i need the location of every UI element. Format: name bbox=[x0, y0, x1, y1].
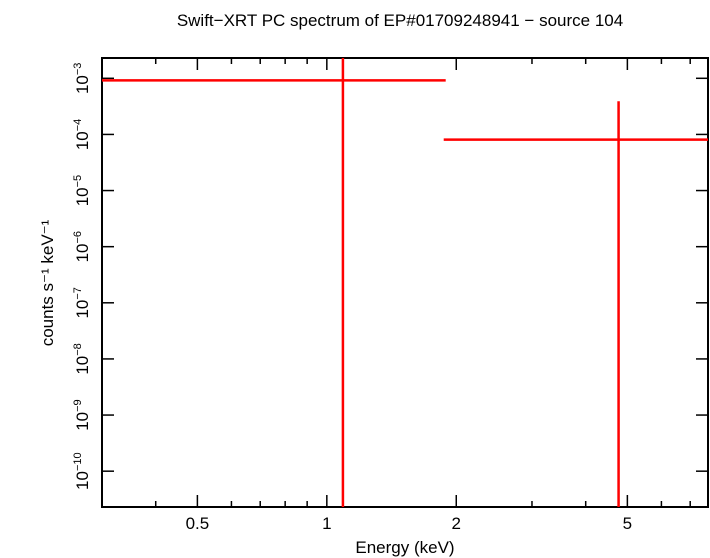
y-tick-base: 10 bbox=[73, 243, 92, 262]
y-axis-label: counts s⁻¹ keV⁻¹ bbox=[38, 219, 57, 346]
x-tick-label: 0.5 bbox=[186, 514, 210, 533]
plot-frame bbox=[101, 57, 709, 508]
y-tick-label: 10−3 bbox=[72, 63, 92, 94]
y-tick-base: 10 bbox=[73, 356, 92, 375]
y-tick-base: 10 bbox=[73, 131, 92, 150]
y-tick-label: 10−5 bbox=[72, 175, 92, 206]
x-tick-label: 5 bbox=[623, 514, 632, 533]
y-tick-exponent: −9 bbox=[72, 399, 84, 412]
y-tick-base: 10 bbox=[73, 187, 92, 206]
y-tick-exponent: −7 bbox=[72, 287, 84, 300]
x-axis-label: Energy (keV) bbox=[355, 538, 454, 557]
y-tick-exponent: −4 bbox=[72, 119, 84, 132]
y-tick-base: 10 bbox=[73, 75, 92, 94]
y-tick-exponent: −6 bbox=[72, 231, 84, 244]
y-tick-exponent: −10 bbox=[72, 452, 84, 471]
y-tick-label: 10−6 bbox=[72, 231, 92, 262]
y-tick-label: 10−8 bbox=[72, 343, 92, 374]
y-tick-label: 10−4 bbox=[72, 119, 92, 150]
y-tick-label: 10−7 bbox=[72, 287, 92, 318]
y-tick-label: 10−10 bbox=[72, 452, 92, 490]
x-tick-label: 1 bbox=[322, 514, 331, 533]
y-tick-label: 10−9 bbox=[72, 399, 92, 430]
y-tick-exponent: −8 bbox=[72, 343, 84, 356]
y-tick-base: 10 bbox=[73, 412, 92, 431]
y-tick-base: 10 bbox=[73, 300, 92, 319]
x-tick-label: 2 bbox=[452, 514, 461, 533]
chart-title: Swift−XRT PC spectrum of EP#01709248941 … bbox=[177, 11, 623, 30]
y-tick-exponent: −5 bbox=[72, 175, 84, 188]
y-tick-exponent: −3 bbox=[72, 63, 84, 76]
y-tick-base: 10 bbox=[73, 471, 92, 490]
